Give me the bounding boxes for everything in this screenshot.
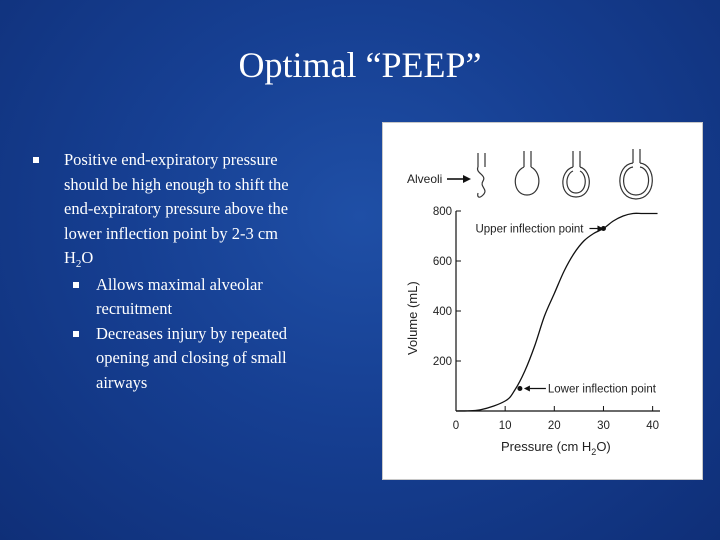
bullet-main-line4: lower inflection point by 2-3 cm	[64, 223, 278, 243]
bullet-sub-recruitment: Allows maximal alveolar recruitment	[30, 273, 360, 322]
pressure-volume-figure: Alveoli 0 10 20 30 40 200 400 600 800	[382, 122, 703, 480]
bullet-sub1-line2: recruitment	[96, 299, 173, 318]
alveoli-label: Alveoli	[407, 172, 442, 186]
bullet-main-line1: Positive end-expiratory pressure	[64, 150, 278, 169]
unit-o: O	[81, 248, 94, 267]
upper-inflection-arrow-icon	[589, 225, 604, 232]
lower-inflection-arrow-icon	[523, 385, 546, 392]
open-alveolus-icon	[562, 151, 590, 198]
bullet-list: Positive end-expiratory pressure should …	[30, 148, 360, 395]
square-bullet-icon	[33, 157, 39, 163]
y-tick-label: 600	[433, 256, 452, 268]
lower-inflection-point	[517, 386, 523, 391]
unit-subscript: 2	[75, 258, 82, 270]
collapsed-alveolus-icon	[476, 153, 486, 198]
bullet-sub2-line2: opening and closing of small	[96, 348, 287, 367]
x-axis-label-subscript: 2	[591, 447, 596, 457]
bullet-main-line2: should be high enough to shift the	[64, 174, 289, 194]
x-tick-label: 30	[597, 420, 610, 432]
x-axis-label-main: Pressure (cm H	[501, 439, 591, 454]
x-tick-label: 10	[499, 420, 512, 432]
bullet-sub1-line1: Allows maximal alveolar	[96, 274, 263, 294]
pressure-volume-chart: Alveoli 0 10 20 30 40 200 400 600 800	[405, 149, 660, 457]
bullet-sub-injury: Decreases injury by repeated opening and…	[30, 322, 360, 396]
x-tick-label: 0	[453, 420, 459, 432]
overdistended-alveolus-icon	[619, 149, 653, 200]
square-bullet-icon	[73, 281, 79, 288]
bullet-sub2-line1: Decreases injury by repeated	[96, 323, 288, 343]
lower-inflection-label: Lower inflection point	[548, 384, 657, 396]
unit-h: H	[64, 248, 76, 267]
y-tick-label: 800	[433, 206, 452, 218]
y-tick-label: 400	[433, 306, 452, 318]
pressure-volume-curve	[455, 212, 658, 412]
bullet-main: Positive end-expiratory pressure should …	[30, 148, 360, 273]
upper-inflection-label: Upper inflection point	[475, 224, 584, 236]
x-tick-label: 40	[646, 420, 659, 432]
y-tick-label: 200	[433, 356, 452, 368]
y-axis-ticks: 200 400 600 800	[433, 206, 461, 368]
x-axis-ticks: 0 10 20 30 40	[453, 406, 659, 432]
slide-title: Optimal “PEEP”	[238, 45, 482, 85]
x-axis-label-end: O)	[596, 439, 610, 454]
bullet-sub2-line3: airways	[96, 372, 148, 392]
square-bullet-icon	[73, 330, 79, 337]
partially-open-alveolus-icon	[514, 151, 540, 196]
x-axis-label: Pressure (cm H2O)	[501, 439, 611, 457]
alveoli-arrow-icon	[447, 175, 471, 183]
bullet-main-line3: end-expiratory pressure above the	[64, 199, 289, 218]
y-axis-label: Volume (mL)	[405, 281, 420, 355]
x-tick-label: 20	[548, 420, 561, 432]
